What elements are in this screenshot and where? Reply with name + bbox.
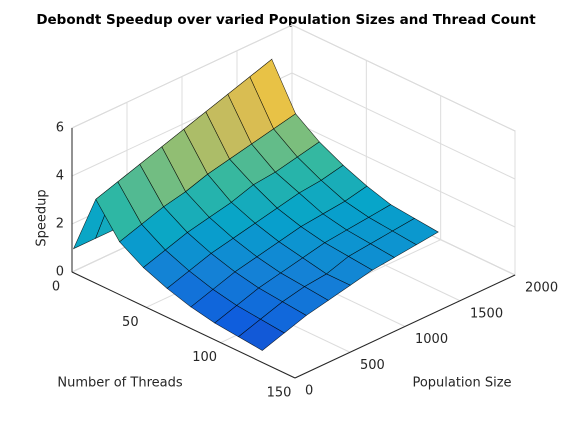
x-axis-label: Number of Threads: [57, 376, 182, 391]
x-tick-label: 50: [122, 315, 139, 330]
grid-line: [291, 24, 516, 132]
chart-title: Debondt Speedup over varied Population S…: [36, 12, 536, 28]
x-tick-label: 100: [192, 350, 217, 365]
surface-patch: [237, 318, 285, 351]
x-tick-label: 150: [267, 386, 292, 401]
z-tick-label: 6: [56, 121, 64, 136]
y-tick-label: 0: [305, 384, 313, 399]
x-tick-label: 0: [52, 280, 60, 295]
y-tick-label: 500: [360, 358, 385, 373]
y-axis-label: Population Size: [412, 376, 511, 391]
z-tick-label: 2: [56, 217, 64, 232]
y-tick-label: 2000: [525, 281, 558, 296]
grid-line: [291, 72, 516, 180]
grid-line: [291, 120, 516, 228]
z-tick-label: 4: [56, 169, 64, 184]
axis-line: [71, 271, 296, 379]
z-axis-label: Speedup: [35, 189, 50, 246]
z-tick-label: 0: [56, 265, 64, 280]
y-tick-label: 1000: [415, 332, 448, 347]
y-tick-label: 1500: [470, 306, 503, 321]
axis-line: [294, 274, 516, 379]
